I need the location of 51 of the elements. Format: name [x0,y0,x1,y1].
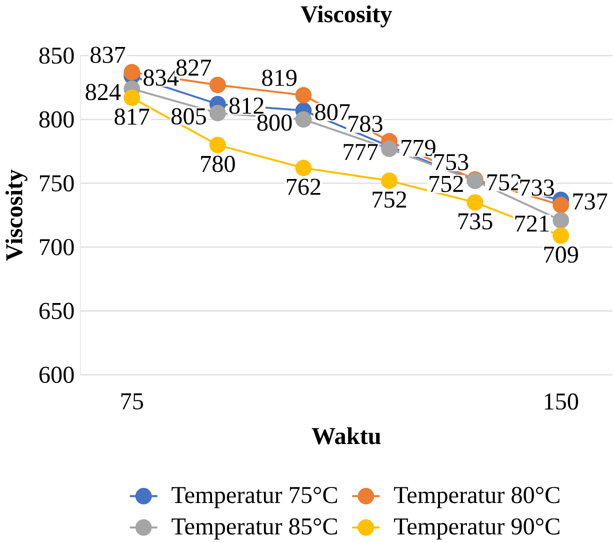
data-label: 779 [402,140,436,156]
data-label: 752 [372,191,406,208]
data-label: 812 [229,97,264,114]
data-label: 762 [286,178,320,195]
data-label: 753 [434,154,468,170]
point [295,160,312,176]
data-label: 737 [573,193,608,210]
legend-label: Temperatur 90°C [394,518,560,540]
chart-title: Viscosity [300,5,392,28]
point [552,212,570,228]
point [124,64,140,80]
x-tick-label: 150 [544,393,578,410]
data-label: 735 [458,213,492,230]
legend-label: Temperatur 80°C [394,486,560,508]
legend-label: Temperatur 85°C [172,518,337,540]
y-axis-title: Viscosity [5,169,28,261]
data-label: 783 [348,116,382,132]
data-label: 721 [515,215,549,232]
y-tick-label: 600 [39,366,74,383]
y-tick-label: 650 [39,302,74,319]
data-label: 827 [176,59,212,76]
data-label: 819 [262,70,297,86]
data-label: 752 [430,176,463,192]
y-tick-label: 750 [40,175,74,192]
point [466,194,484,211]
point [124,89,140,106]
point [552,227,570,244]
point [295,111,312,128]
data-label: 805 [172,108,206,124]
x-axis-title: Waktu [312,427,381,444]
y-tick-label: 850 [39,47,74,64]
point [209,104,226,122]
point [295,86,312,104]
y-tick-label: 800 [39,111,74,128]
x-tick-label: 75 [121,393,144,410]
point [381,140,398,157]
point [552,196,570,214]
data-label: 733 [520,179,554,196]
legend-label: Temperatur 75°C [172,486,337,508]
data-label: 837 [90,46,126,63]
point [209,76,226,94]
data-label: 817 [114,108,150,125]
point [381,172,398,189]
data-label: 807 [315,104,350,120]
data-label: 824 [86,84,121,100]
point [209,136,226,154]
data-label: 777 [344,144,378,160]
data-label: 709 [544,246,578,263]
data-label: 780 [201,156,235,172]
data-label: 800 [257,114,292,131]
y-tick-label: 700 [40,238,74,256]
